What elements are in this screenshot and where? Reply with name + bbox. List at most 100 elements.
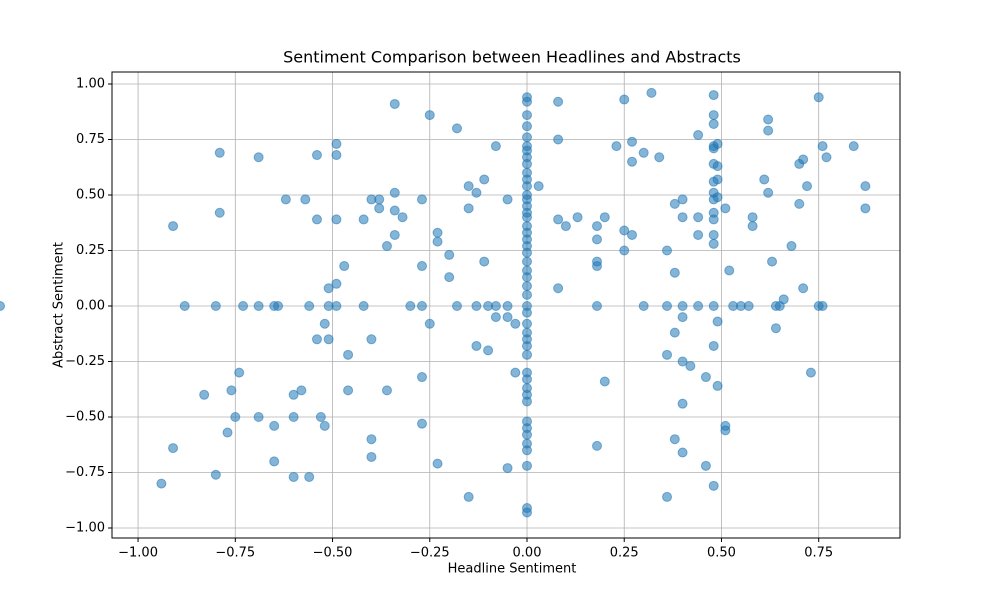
point <box>693 229 704 240</box>
point <box>662 300 673 311</box>
point <box>669 198 680 209</box>
point <box>226 385 237 396</box>
point <box>522 212 533 223</box>
point <box>490 300 501 311</box>
point <box>0 301 5 311</box>
plot-frame <box>111 71 901 539</box>
point <box>798 154 809 165</box>
point <box>708 118 719 129</box>
point <box>331 278 342 289</box>
x-tick-label: −0.50 <box>313 546 353 561</box>
point <box>343 349 354 360</box>
point <box>432 458 443 469</box>
point <box>253 412 264 423</box>
y-tick-label: 0.25 <box>76 243 105 258</box>
point <box>712 138 723 149</box>
point <box>662 491 673 502</box>
point <box>662 245 673 256</box>
point <box>502 463 513 474</box>
point <box>273 300 284 311</box>
point <box>693 300 704 311</box>
point <box>479 174 490 185</box>
point <box>479 256 490 267</box>
point <box>646 87 657 98</box>
y-tick-label: −0.25 <box>65 354 105 369</box>
point <box>599 212 610 223</box>
point <box>432 227 443 238</box>
point <box>416 194 427 205</box>
point <box>210 469 221 480</box>
point <box>522 110 533 121</box>
point <box>720 203 731 214</box>
y-tick-label: 0.75 <box>76 132 105 147</box>
point <box>522 281 533 292</box>
point <box>389 205 400 216</box>
point <box>269 456 280 467</box>
point <box>798 283 809 294</box>
point <box>319 420 330 431</box>
point <box>712 380 723 391</box>
point <box>669 434 680 445</box>
point <box>300 194 311 205</box>
point <box>860 203 871 214</box>
point <box>708 90 719 101</box>
point <box>463 181 474 192</box>
point <box>712 316 723 327</box>
point <box>708 238 719 249</box>
point <box>763 114 774 125</box>
point <box>662 349 673 360</box>
x-tick-label: 0.00 <box>513 546 542 561</box>
point <box>522 396 533 407</box>
point <box>502 300 513 311</box>
point <box>199 389 210 400</box>
y-tick-label: 0.00 <box>76 298 105 313</box>
y-tick-label: −0.50 <box>65 410 105 425</box>
point <box>304 471 315 482</box>
point <box>522 132 533 143</box>
point <box>424 318 435 329</box>
point <box>210 300 221 311</box>
point <box>592 234 603 245</box>
point <box>802 181 813 192</box>
point <box>611 141 622 152</box>
y-tick-label: 0.50 <box>76 187 105 202</box>
point <box>677 356 688 367</box>
point <box>331 300 342 311</box>
point <box>522 181 533 192</box>
point <box>747 221 758 232</box>
point <box>638 300 649 311</box>
point <box>708 214 719 225</box>
point <box>315 412 326 423</box>
point <box>677 194 688 205</box>
point <box>451 123 462 134</box>
point <box>288 471 299 482</box>
point <box>522 507 533 518</box>
point <box>592 440 603 451</box>
point <box>288 389 299 400</box>
point <box>685 360 696 371</box>
point <box>533 181 544 192</box>
point <box>230 412 241 423</box>
point <box>747 212 758 223</box>
x-tick-label: 0.25 <box>610 546 639 561</box>
point <box>778 294 789 305</box>
x-axis-label: Headline Sentiment <box>448 562 577 577</box>
point <box>331 150 342 161</box>
point <box>592 221 603 232</box>
point <box>553 214 564 225</box>
point <box>463 491 474 502</box>
point <box>619 225 630 236</box>
point <box>627 229 638 240</box>
point <box>553 134 564 145</box>
point <box>627 136 638 147</box>
y-tick-label: −0.75 <box>65 465 105 480</box>
point <box>222 427 233 438</box>
point <box>253 152 264 163</box>
point <box>522 445 533 456</box>
point <box>343 385 354 396</box>
point <box>712 161 723 172</box>
point <box>817 141 828 152</box>
point <box>700 372 711 383</box>
point <box>510 318 521 329</box>
